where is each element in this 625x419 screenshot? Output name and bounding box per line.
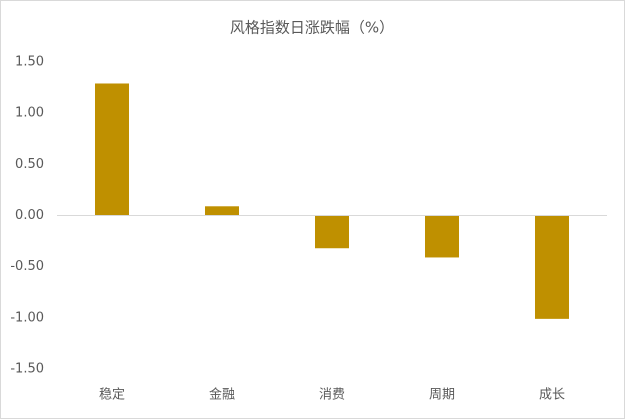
x-tick-label: 金融	[209, 387, 235, 403]
x-tick-label: 成长	[539, 388, 565, 403]
y-tick-label: 1.00	[15, 106, 44, 121]
y-tick-label: -0.50	[10, 259, 44, 274]
x-tick-label: 消费	[319, 388, 345, 403]
x-tick-label: 稳定	[99, 387, 125, 403]
bar	[205, 206, 239, 216]
y-tick-label: -1.00	[10, 310, 44, 325]
y-tick-label: 0.00	[15, 208, 44, 223]
y-tick-label: 0.50	[15, 157, 44, 172]
bar	[535, 215, 569, 319]
bar	[425, 215, 459, 258]
bar	[315, 215, 349, 249]
y-tick-label: 1.50	[15, 55, 44, 70]
bar	[95, 83, 129, 216]
chart-title: 风格指数日涨跌幅（%）	[230, 19, 394, 37]
y-tick-label: -1.50	[10, 362, 44, 377]
x-tick-label: 周期	[429, 388, 455, 403]
